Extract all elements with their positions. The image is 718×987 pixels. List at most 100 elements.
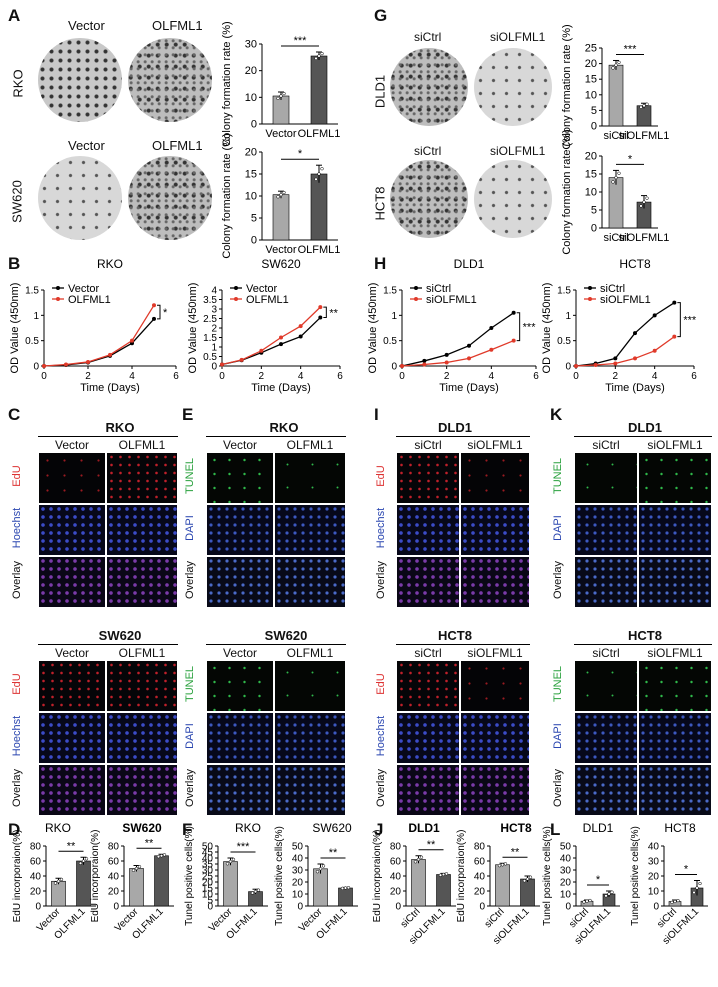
L-HCT8-ytick-label-3: 30: [648, 857, 660, 868]
B-SW620-series-1-point-4: [298, 324, 303, 329]
micrograph-dld1-sictrl-edu: [396, 452, 460, 504]
L-DLD1-dot-0-0: [582, 900, 586, 904]
micrograph-rko-olfml1-dapi: [274, 504, 346, 556]
G-HCT8-dot-1-0: [639, 204, 643, 208]
H-HCT8-series-1-point-2: [613, 361, 618, 366]
colony-dish-sw620-vector: [38, 156, 122, 240]
H-HCT8-ytick-label-0: 0: [565, 362, 571, 373]
D-RKO-dot-1-1: [81, 859, 86, 863]
micrograph-sw620-olfml1-tunel-overlay: [274, 764, 346, 816]
c-row-overlay-2: Overlay: [11, 769, 23, 807]
H-HCT8-legend-0-marker: [588, 286, 592, 290]
A-RKO-xtick-label-1: OLFML1: [298, 128, 341, 140]
B-RKO-series-1-line: [43, 304, 155, 367]
i-row-edu-2: EdU: [375, 673, 387, 695]
B-RKO-xlabel: Time (Days): [80, 382, 139, 394]
A-SW620-ytick-label-1: 5: [251, 213, 257, 225]
H-HCT8-series-0-line: [575, 302, 675, 367]
colony-dish-hct8-sictrl: [390, 160, 468, 238]
H-HCT8-ylabel: OD Value (450nm): [541, 283, 553, 374]
F-RKO-ytick-label-4: 20: [202, 878, 214, 889]
F-RKO-dot-0-0: [225, 862, 230, 866]
panel-label-c: C: [8, 405, 21, 424]
panel-label-h: H: [374, 254, 387, 273]
c-underline-2: [38, 644, 178, 645]
col-label-olfml1-2: OLFML1: [152, 138, 203, 153]
c-row-edu: EdU: [11, 465, 23, 487]
D-SW620-title: SW620: [122, 821, 162, 835]
B-SW620-xtick-label-1: 2: [259, 371, 265, 382]
J-DLD1-title: DLD1: [408, 821, 440, 835]
D-RKO-signif-label: **: [67, 840, 76, 852]
G-DLD1-dot-0-0: [611, 66, 615, 70]
H-HCT8-xtick-label-1: 2: [613, 371, 619, 382]
G-DLD1-ytick-label-0: 0: [591, 121, 597, 133]
J-DLD1-dot-0-0: [413, 860, 418, 864]
A-RKO-ylabel: Colony formation rate (%): [221, 21, 233, 146]
A-RKO-dot-1-1: [317, 54, 321, 58]
panel-label-a: A: [8, 6, 21, 25]
F-SW620-dot-0-0: [315, 870, 320, 874]
L-HCT8-dot-0-1: [673, 899, 677, 904]
G-DLD1-ytick-label-4: 20: [585, 58, 597, 70]
B-RKO-ytick-label-2: 1: [33, 311, 39, 322]
J-HCT8-dot-0-2: [503, 862, 508, 866]
B-SW620-legend-1-label: OLFML1: [246, 294, 289, 306]
H-DLD1-xtick-label-1: 2: [444, 371, 450, 382]
L-DLD1-dot-1-2: [610, 890, 614, 894]
H-HCT8-legend-1-label: siOLFML1: [600, 294, 651, 306]
F-SW620-bar-0: [313, 868, 328, 907]
micrograph-dld1-siolfml1-tunel: [638, 452, 712, 504]
J-DLD1-ytick-label-1: 20: [390, 887, 402, 898]
micrograph-dld1-siolfml1-dapi: [638, 504, 712, 556]
H-DLD1-ytick-label-1: 0.5: [383, 336, 397, 347]
H-DLD1-xlabel: Time (Days): [439, 382, 498, 394]
k-row-tunel: TUNEL: [552, 457, 564, 495]
H-DLD1-series-1-point-4: [489, 347, 494, 352]
G-DLD1-dot-0-1: [614, 63, 618, 67]
k-col-siolfml1: siOLFML1: [647, 438, 703, 452]
B-SW620-xtick-label-0: 0: [219, 371, 225, 382]
L-DLD1-ytick-label-4: 40: [560, 854, 572, 865]
B-SW620-ytick-label-3: 1.5: [203, 333, 217, 344]
L-HCT8-dot-1-1: [695, 886, 699, 890]
B-SW620-series-1-point-2: [259, 348, 264, 353]
L-DLD1-dot-0-1: [585, 899, 589, 903]
B-SW620-series-1-point-5: [318, 305, 323, 310]
i-underline-1: [396, 436, 530, 437]
k-title-dld1: DLD1: [628, 420, 662, 435]
D-RKO-ylabel: EdU incorporaion(%): [12, 830, 23, 923]
B-SW620-ylabel: OD Value (450nm): [187, 283, 199, 374]
micrograph-sw620-vector-hoechst: [38, 712, 106, 764]
e-underline-2: [206, 644, 346, 645]
micrograph-sw620-vector-edu: [38, 660, 106, 712]
D-RKO-bar-1: [76, 860, 91, 907]
micrograph-hct8-siolfml1-overlay: [460, 764, 530, 816]
D-SW620-bar-0: [129, 868, 144, 907]
F-SW620-dot-1-2: [346, 885, 351, 890]
F-RKO-signif-label: ***: [237, 841, 251, 853]
c-underline-1: [38, 436, 178, 437]
panel-label-g: G: [374, 6, 388, 25]
J-HCT8-bar-0: [495, 864, 510, 907]
micrograph-hct8-siolfml1-edu: [460, 660, 530, 712]
H-DLD1-series-1-point-2: [444, 360, 449, 365]
H-HCT8-series-1-point-4: [652, 348, 657, 353]
c-row-hoechst: Hoechst: [11, 507, 23, 549]
A-RKO-dot-1-2: [320, 51, 324, 56]
panel-label-e: E: [182, 405, 194, 424]
k-underline-2: [574, 644, 712, 645]
H-HCT8-signif-bracket: [677, 302, 681, 338]
G-DLD1-bar-0: [608, 64, 624, 127]
J-HCT8-bar-1: [520, 878, 535, 907]
D-RKO-title: RKO: [45, 821, 71, 835]
B-RKO-legend-1-marker: [56, 297, 60, 301]
A-RKO-ytick-label-2: 20: [245, 65, 257, 77]
F-RKO-dot-1-0: [250, 891, 255, 895]
J-HCT8-dot-1-1: [525, 877, 530, 881]
J-DLD1-dot-0-1: [416, 857, 421, 862]
B-SW620-series-0-point-3: [279, 342, 283, 347]
panel-label-i: I: [374, 405, 379, 424]
micrograph-rko-vector-tunel: [206, 452, 274, 504]
